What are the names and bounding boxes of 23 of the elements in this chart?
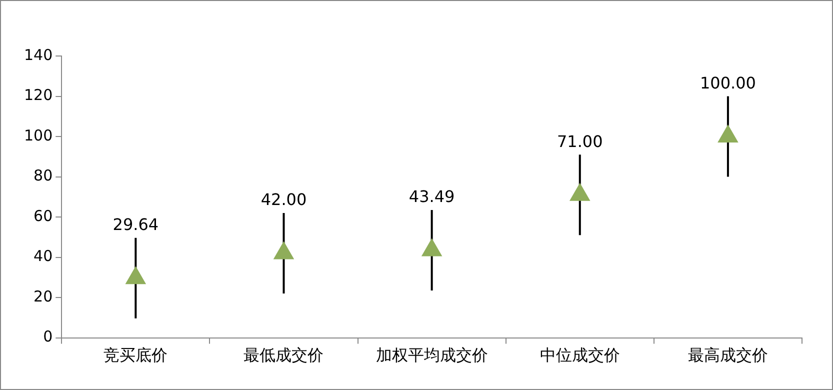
y-tick-label: 0 bbox=[43, 328, 53, 346]
y-tick-label: 140 bbox=[24, 46, 53, 64]
x-tick-label: 加权平均成交价 bbox=[376, 346, 488, 365]
x-tick-label: 最高成交价 bbox=[688, 346, 768, 365]
data-label: 29.64 bbox=[112, 215, 159, 234]
x-tick-label: 竞买底价 bbox=[104, 346, 168, 365]
y-tick-label: 100 bbox=[24, 126, 53, 144]
x-tick-label: 中位成交价 bbox=[540, 346, 620, 365]
y-tick-label: 40 bbox=[34, 247, 53, 266]
point bbox=[126, 266, 146, 284]
point bbox=[570, 183, 590, 201]
x-tick-label: 最低成交价 bbox=[244, 346, 324, 365]
point bbox=[422, 238, 442, 256]
y-tick-label: 20 bbox=[34, 287, 53, 306]
y-tick-label: 60 bbox=[34, 206, 53, 225]
y-tick-label: 120 bbox=[24, 86, 53, 104]
data-label: 71.00 bbox=[556, 132, 603, 151]
data-label: 43.49 bbox=[408, 187, 455, 206]
data-label: 100.00 bbox=[700, 73, 756, 92]
point bbox=[274, 242, 294, 260]
y-tick-label: 80 bbox=[34, 166, 53, 185]
point bbox=[718, 125, 738, 143]
data-label: 42.00 bbox=[260, 190, 307, 210]
